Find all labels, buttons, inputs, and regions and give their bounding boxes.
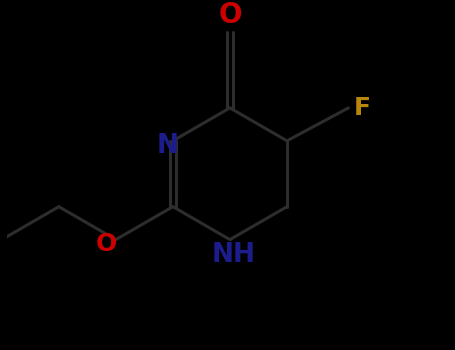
Text: NH: NH bbox=[212, 242, 256, 268]
Text: O: O bbox=[96, 232, 117, 257]
Text: N: N bbox=[157, 133, 179, 159]
Text: F: F bbox=[354, 96, 370, 120]
Text: O: O bbox=[218, 1, 242, 29]
